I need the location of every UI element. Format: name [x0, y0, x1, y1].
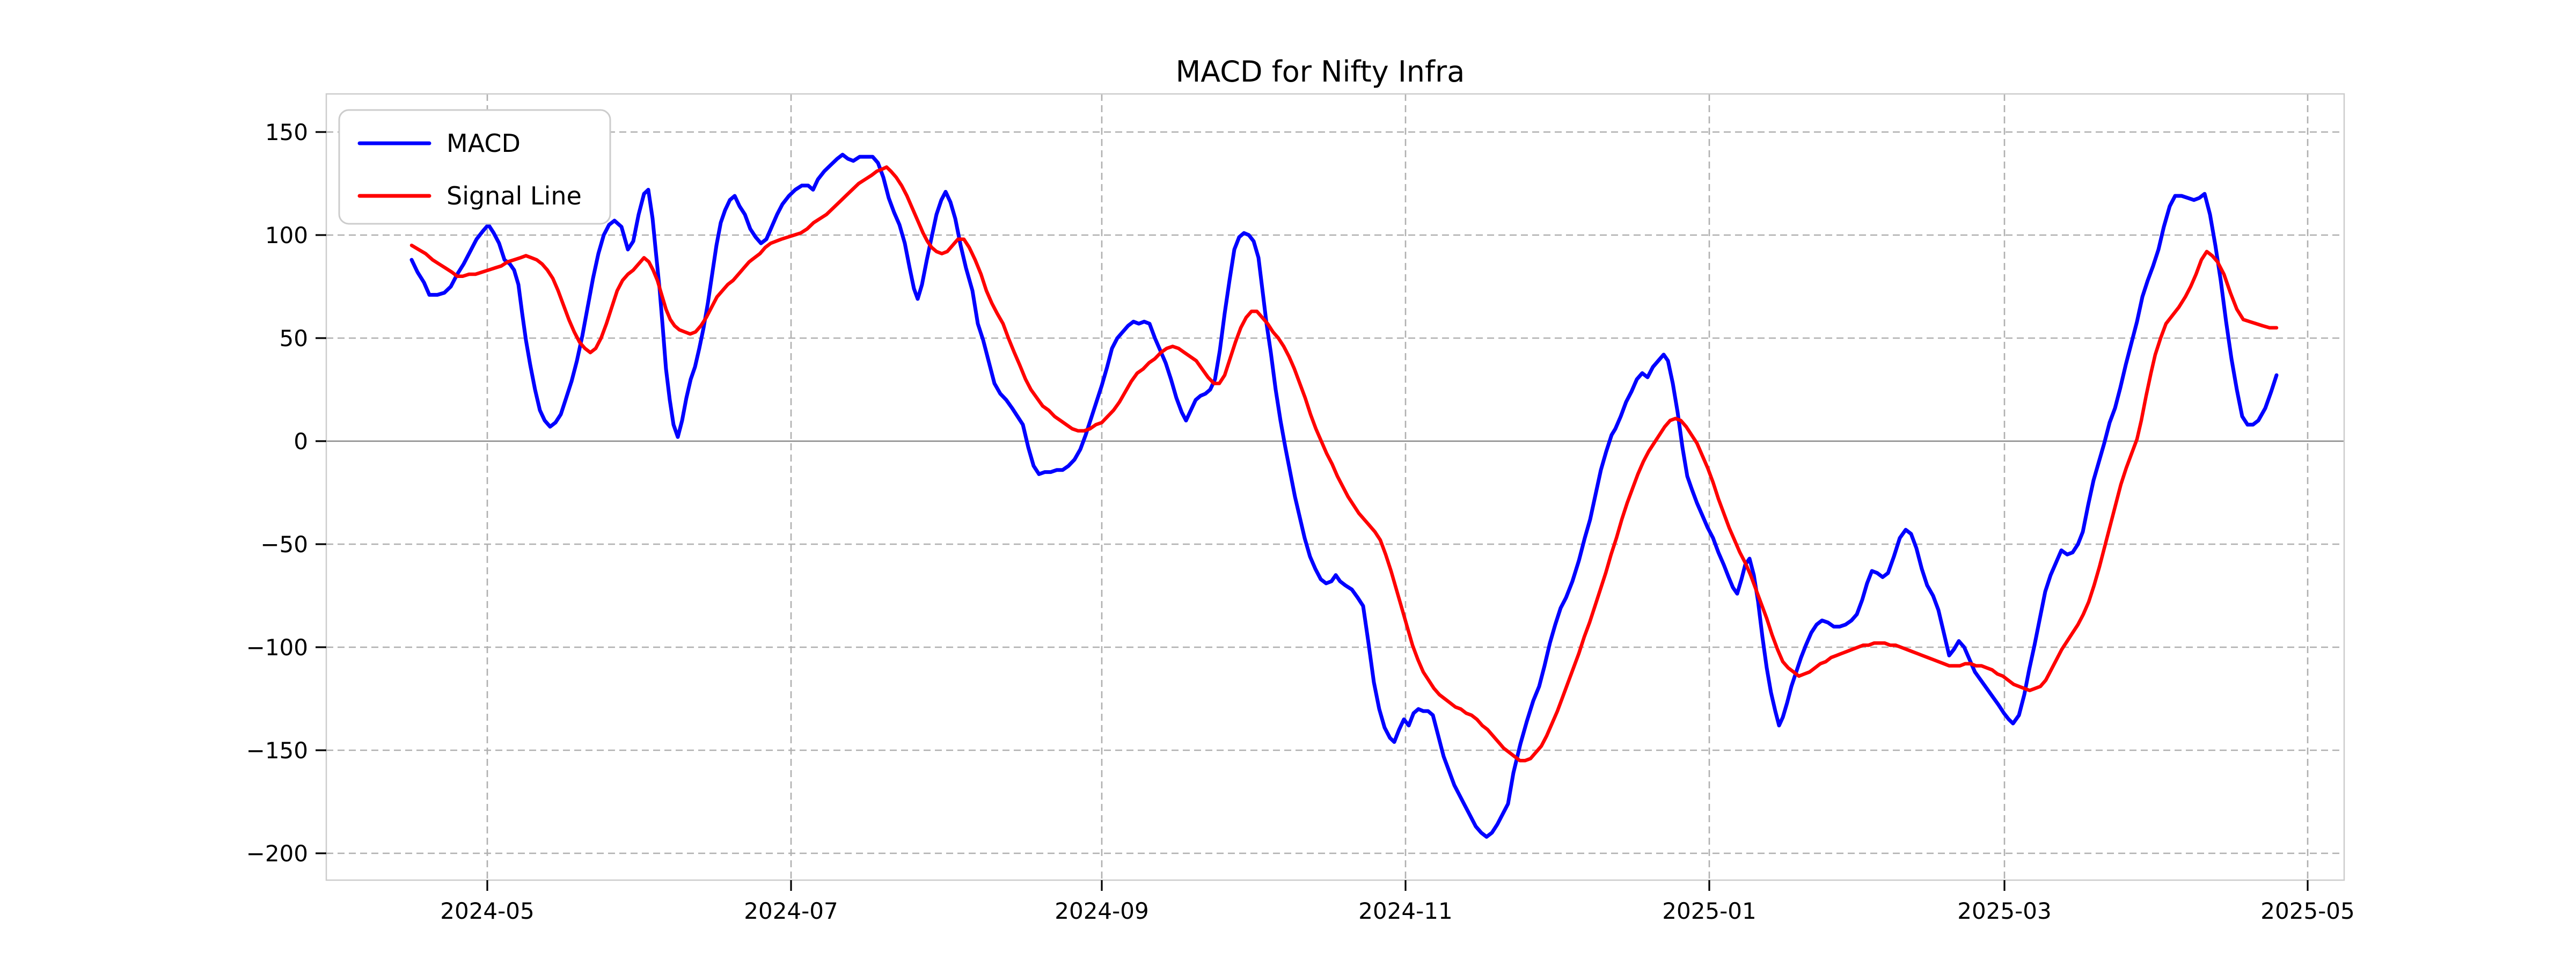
- x-tick-label: 2024-05: [440, 898, 535, 924]
- legend: MACD Signal Line: [338, 109, 611, 225]
- x-tick-label: 2025-01: [1662, 898, 1757, 924]
- x-tick-label: 2024-07: [744, 898, 838, 924]
- y-tick-label: −50: [260, 531, 308, 558]
- x-tick-label: 2024-11: [1358, 898, 1453, 924]
- y-tick-label: 50: [280, 325, 308, 352]
- series-layer: [409, 152, 2279, 839]
- plot-border: [325, 93, 2345, 881]
- y-tick-label: 0: [294, 428, 308, 455]
- signal-line: [409, 165, 2279, 763]
- y-tick-label: −200: [246, 840, 308, 867]
- x-tick-label: 2025-05: [2260, 898, 2355, 924]
- y-tick-label: 150: [265, 119, 308, 145]
- axes-spines: [325, 93, 2345, 881]
- x-tick-label: 2025-03: [1957, 898, 2052, 924]
- macd-line: [409, 152, 2279, 839]
- y-tick-label: −100: [246, 634, 308, 661]
- chart-title: MACD for Nifty Infra: [1176, 55, 1465, 89]
- y-tick-label: −150: [246, 737, 308, 764]
- grid-layer: [326, 94, 2344, 880]
- axis-tick-labels: 150 100 50 0 −50 −100 −150 −200 2024-05 2024-07 20…: [246, 119, 2355, 924]
- legend-label-signal: Signal Line: [447, 181, 582, 210]
- x-tick-label: 2024-09: [1055, 898, 1149, 924]
- y-tick-label: 100: [265, 222, 308, 248]
- legend-label-macd: MACD: [447, 129, 521, 158]
